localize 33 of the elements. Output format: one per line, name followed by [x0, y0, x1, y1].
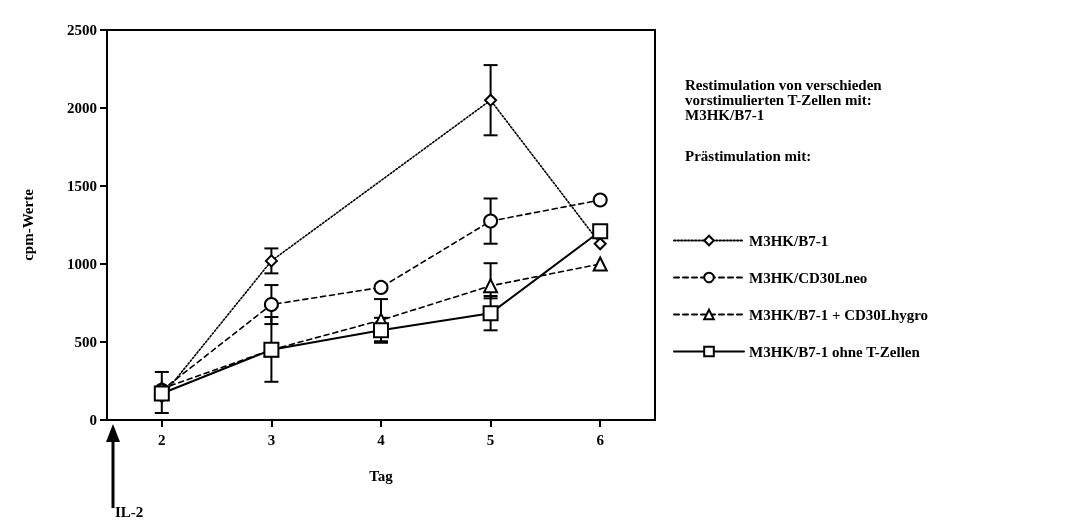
point	[373, 322, 389, 339]
x-axis-title: Tag	[369, 467, 394, 484]
point	[263, 341, 280, 358]
y-tick-label: 1000	[67, 256, 97, 272]
point	[264, 254, 278, 268]
legend-label: M3HK/B7-1 ohne T-Zellen	[749, 343, 921, 360]
y-tick-label: 0	[89, 412, 97, 428]
x-tick-label: 5	[486, 431, 495, 448]
point	[592, 256, 608, 272]
x-tick-label: 6	[596, 431, 605, 448]
point	[483, 213, 499, 229]
text: Restimulation von verschieden vorstimulierten T-Zellen mit: M3HK/B7-1	[685, 76, 886, 123]
y-tick-label: 2000	[67, 100, 97, 116]
y-tick-label: 1500	[67, 178, 97, 194]
x-tick-label: 3	[267, 431, 276, 448]
x-tick-label: 2	[158, 431, 166, 448]
y-axis-title: cpm-Werte	[19, 188, 36, 261]
legend-label: M3HK/B7-1	[749, 232, 829, 249]
x-tick-label: 4	[377, 431, 386, 448]
legend-label: M3HK/CD30Lneo	[749, 269, 868, 286]
point	[592, 223, 609, 240]
point	[484, 93, 498, 107]
point	[263, 297, 279, 313]
y-tick-label: 2500	[67, 22, 97, 38]
point	[482, 305, 499, 322]
legend-label: M3HK/B7-1 + CD30Lhygro	[749, 306, 929, 323]
y-tick-label: 500	[74, 334, 97, 350]
text: IL-2	[115, 504, 144, 521]
point	[592, 192, 608, 208]
point	[373, 279, 389, 295]
legend-title: Prästimulation mit:	[685, 147, 812, 164]
point	[153, 385, 170, 402]
point	[593, 237, 607, 251]
